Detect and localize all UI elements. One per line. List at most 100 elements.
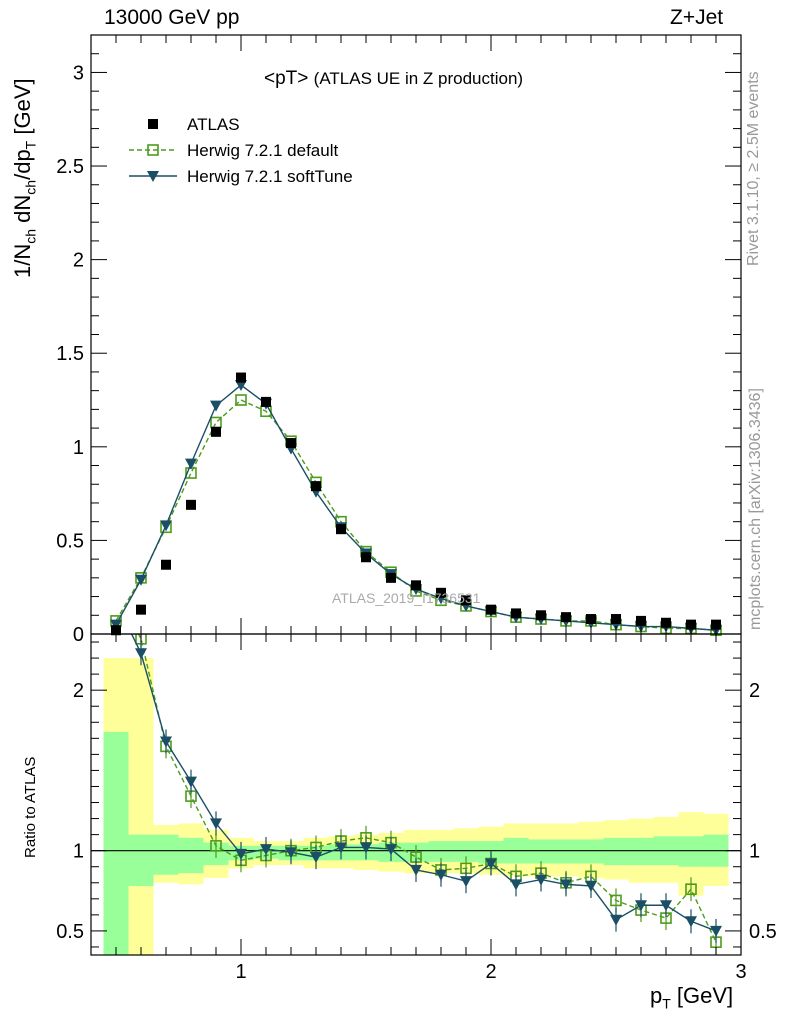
observable-name: <pT> [264, 68, 309, 89]
ratio-marker-herwig-softtune [635, 900, 647, 912]
marker-atlas-data [236, 372, 246, 383]
ratio-marker-herwig-softtune [385, 844, 397, 856]
marker-atlas-data [586, 614, 596, 625]
marker-atlas-data [461, 595, 471, 606]
marker-atlas-data [186, 499, 196, 510]
marker-herwig-softtune [135, 574, 147, 586]
main-y-tick-label: 0.5 [56, 530, 84, 552]
ratio-y-axis-label: Ratio to ATLAS [22, 756, 39, 858]
legend-marker-herwig-default [147, 144, 159, 156]
marker-atlas-data [261, 396, 271, 407]
mcplots-reference-note: mcplots.cern.ch [arXiv:1306.3436] [747, 388, 764, 630]
ratio-line-herwig-default [137, 634, 717, 943]
ratio-band-outer-bin [128, 658, 154, 955]
x-axis-label-symbol: p [650, 983, 663, 1008]
ratio-marker-herwig-softtune [360, 842, 372, 854]
ratio-marker-herwig-softtune [685, 916, 697, 928]
marker-atlas-data [611, 614, 621, 625]
marker-atlas-data [711, 619, 721, 630]
ratio-marker-herwig-default [610, 894, 622, 907]
main-y-tick-label: 1 [73, 437, 84, 459]
marker-atlas-data [286, 438, 296, 449]
collision-energy-label: 13000 GeV pp [104, 6, 240, 29]
ratio-marker-herwig-softtune [160, 736, 172, 748]
ratio-y-tick-label: 2 [73, 680, 84, 702]
ratio-band-inner-bin [578, 839, 604, 864]
ratio-marker-herwig-softtune [110, 597, 122, 608]
ratio-marker-herwig-default [210, 840, 222, 852]
legend-label: ATLAS [187, 115, 240, 134]
marker-herwig-softtune [235, 380, 247, 392]
ratio-marker-herwig-softtune [435, 869, 447, 881]
ratio-marker-herwig-softtune [335, 842, 347, 854]
ratio-marker-herwig-softtune [235, 848, 247, 860]
observable-title: <pT> (ATLAS UE in Z production) [264, 68, 523, 90]
ratio-y-tick-label-right: 0.5 [749, 921, 777, 943]
marker-atlas-data [311, 481, 321, 492]
ratio-marker-herwig-softtune [260, 844, 272, 856]
ratio-marker-herwig-default [111, 586, 121, 596]
legend-marker-herwig-softtune [147, 171, 159, 182]
main-y-tick-label: 3 [73, 62, 84, 84]
ratio-marker-herwig-softtune [460, 876, 472, 888]
x-tick-label: 3 [735, 961, 746, 983]
ratio-band-inner-bin [428, 841, 454, 862]
x-tick-label: 1 [235, 961, 246, 983]
ratio-series-layer [110, 586, 722, 955]
ratio-marker-herwig-softtune [485, 858, 497, 870]
ratio-band-inner-bin [153, 834, 179, 875]
main-y-tick-label: 2 [73, 250, 84, 272]
ratio-band-inner-bin [128, 834, 154, 886]
ratio-marker-herwig-softtune [710, 925, 722, 937]
marker-atlas-data [511, 608, 521, 619]
ratio-y-tick-label: 0.5 [56, 921, 84, 943]
legend-marker-atlas [148, 119, 158, 129]
legend-label: Herwig 7.2.1 default [187, 141, 338, 160]
ratio-band-inner-bin [453, 841, 479, 862]
main-y-tick-label: 0 [73, 624, 84, 646]
ratio-marker-herwig-softtune [660, 900, 672, 912]
ratio-marker-herwig-softtune [560, 879, 572, 891]
ratio-marker-herwig-softtune [585, 880, 597, 892]
ratio-band-inner-bin [603, 837, 629, 866]
ratio-y-tick-label-right: 1 [749, 841, 760, 863]
x-axis-label: pT [GeV] [650, 983, 733, 1011]
observable-subtitle: (ATLAS UE in Z production) [313, 69, 524, 88]
marker-atlas-data [136, 604, 146, 615]
main-y-tick-label: 2.5 [56, 156, 84, 178]
ratio-marker-herwig-softtune [535, 874, 547, 886]
ratio-marker-herwig-softtune [610, 914, 622, 926]
ratio-band-inner-bin [528, 839, 554, 864]
ratio-panel-frame [90, 633, 742, 956]
marker-atlas-data [211, 426, 221, 437]
ratio-marker-herwig-softtune [510, 879, 522, 891]
ratio-band-inner-bin [628, 837, 654, 866]
x-axis-label-subscript: T [662, 995, 671, 1012]
marker-herwig-softtune [110, 619, 122, 631]
x-axis-label-unit: [GeV] [670, 983, 734, 1008]
marker-herwig-softtune [160, 520, 172, 532]
marker-herwig-default [235, 394, 247, 406]
marker-atlas-data [486, 604, 496, 615]
ratio-marker-herwig-softtune [210, 818, 222, 830]
marker-atlas-data [561, 612, 571, 623]
marker-herwig-softtune [210, 400, 222, 412]
rivet-version-note: Rivet 3.1.10, ≥ 2.5M events [745, 71, 762, 266]
ratio-band-inner-bin [178, 837, 204, 874]
marker-atlas-data [411, 580, 421, 591]
ratio-band-inner-bin [553, 839, 579, 864]
axis-ticks: 1 2 300.511.522.530.5 0.51 12 2 [56, 34, 777, 983]
marker-atlas-data [386, 572, 396, 583]
ratio-marker-herwig-softtune [185, 776, 197, 788]
marker-atlas-data [336, 524, 346, 535]
marker-atlas-data [661, 617, 671, 628]
marker-atlas-data [361, 552, 371, 563]
process-label: Z+Jet [670, 6, 724, 29]
ratio-marker-herwig-softtune [135, 648, 147, 660]
x-tick-label: 2 [485, 961, 496, 983]
marker-atlas-data [636, 615, 646, 626]
main-y-tick-label: 1.5 [56, 343, 84, 365]
ratio-band-layer [91, 658, 741, 955]
marker-herwig-softtune [185, 458, 197, 470]
